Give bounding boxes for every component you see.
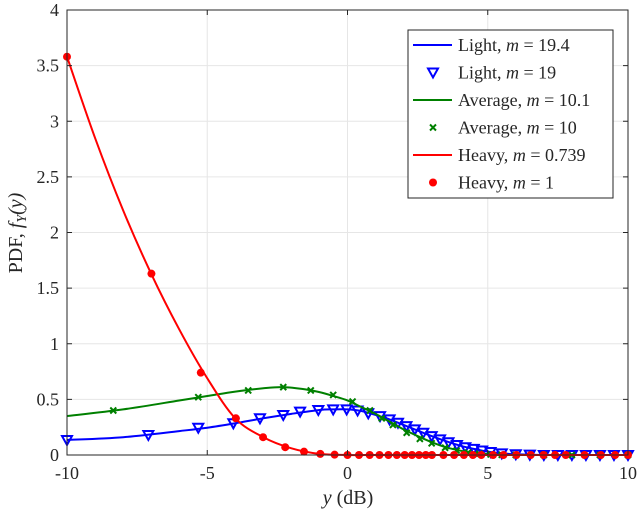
legend-entry-label: Light, [458, 35, 506, 55]
data-point-marker [329, 391, 337, 399]
data-point-marker [191, 422, 205, 435]
data-point-marker [427, 439, 436, 448]
data-point-marker [109, 406, 117, 415]
legend-entry-m-symbol: m [527, 118, 540, 138]
data-point-marker [416, 427, 430, 440]
y-tick-label: 3 [50, 111, 59, 131]
data-point-marker [281, 443, 290, 452]
data-point-marker [389, 421, 397, 429]
legend-entry: Average, m = 10.1 [458, 90, 590, 110]
data-point-marker [467, 443, 481, 456]
data-point-marker [307, 386, 315, 395]
y-tick-label: 1.5 [37, 278, 60, 298]
x-axis-label-var: y [321, 487, 332, 509]
data-point-marker [293, 406, 307, 419]
legend-entry: Heavy, m = 0.739 [458, 145, 585, 165]
data-point-marker [253, 413, 267, 426]
legend-entry-m-symbol: m [506, 35, 519, 55]
data-point-marker [378, 414, 386, 422]
legend-entry-m-symbol: m [506, 63, 519, 83]
legend-marker-swatch [426, 67, 440, 80]
y-tick-label: 4 [50, 0, 59, 20]
y-axis-label-arg: (y) [5, 192, 27, 215]
legend-entry-m-value: = 1 [526, 173, 554, 193]
legend-entry-m-symbol: m [513, 173, 526, 193]
data-point-marker [450, 439, 464, 453]
legend-entry-label: Heavy, [458, 145, 513, 165]
data-point-marker [194, 393, 202, 401]
y-tick-label: 0.5 [37, 389, 60, 409]
data-point-marker [441, 444, 449, 452]
x-tick-label: 0 [343, 463, 352, 483]
data-point-marker [141, 429, 156, 443]
x-tick-label: -10 [55, 463, 79, 483]
legend-entry-label: Average, [458, 118, 527, 138]
axes-box [66, 9, 629, 456]
y-axis-label-prefix: PDF, [5, 228, 27, 273]
y-tick-label: 2 [50, 223, 59, 243]
data-point-marker [348, 397, 357, 406]
data-point-marker [300, 447, 309, 456]
data-point-marker [416, 435, 424, 443]
x-axis-label-unit: (dB) [332, 487, 374, 509]
legend-entry-label: Average, [458, 90, 527, 110]
data-point-marker [458, 442, 473, 455]
x-tick-label: -5 [200, 463, 215, 483]
y-tick-label: 3.5 [37, 56, 60, 76]
data-point-marker [276, 409, 290, 423]
y-axis-label: PDF, fY(y) [5, 192, 30, 273]
data-point-marker [366, 406, 374, 415]
data-point-marker [196, 368, 205, 377]
data-point-marker [279, 383, 287, 391]
data-point-marker [311, 404, 326, 418]
legend-box [407, 29, 614, 199]
legend-entry-m-value: = 10.1 [540, 90, 591, 110]
legend-entry-m-value: = 19 [519, 63, 556, 83]
y-axis-label-func: f [5, 220, 27, 228]
data-point-marker [350, 405, 365, 418]
x-tick-label: 5 [483, 463, 492, 483]
data-point-marker [402, 429, 411, 437]
data-point-marker [244, 386, 252, 395]
legend-marker-swatch [429, 123, 437, 132]
legend-marker-swatch [429, 178, 437, 187]
axes: -10 -5 0 5 10 0 0.5 1 1.5 2 2.5 3 3.5 4 [37, 0, 638, 483]
y-tick-label: 2.5 [37, 167, 60, 187]
legend-entry: Heavy, m = 1 [458, 173, 554, 193]
data-point-marker [408, 424, 422, 437]
data-point-marker [433, 434, 447, 447]
y-tick-label: 1 [50, 334, 59, 354]
data-point-marker [339, 404, 354, 417]
legend-entry-m-symbol: m [513, 145, 526, 165]
data-point-marker [475, 445, 489, 458]
legend-entry-m-value: = 10 [540, 118, 577, 138]
legend-entry: Light, m = 19 [458, 63, 556, 83]
legend-entry-label: Heavy, [458, 173, 513, 193]
data-point-marker [399, 421, 414, 434]
data-point-marker [424, 431, 439, 444]
data-point-marker [147, 269, 156, 278]
x-axis-label: y (dB) [321, 487, 374, 509]
legend-entry-m-value: = 0.739 [526, 145, 586, 165]
y-tick-label: 0 [50, 445, 59, 465]
data-point-marker [441, 437, 456, 450]
legend-entry-m-symbol: m [527, 90, 540, 110]
data-point-marker [259, 433, 268, 442]
legend-entry-label: Light, [458, 63, 506, 83]
legend-entry: Average, m = 10 [458, 118, 577, 138]
data-point-marker [326, 404, 340, 417]
data-point-marker [316, 449, 325, 458]
x-tick-label: 10 [619, 463, 637, 483]
legend-entry: Light, m = 19.4 [458, 35, 570, 55]
legend-entry-m-value: = 19.4 [519, 35, 570, 55]
y-axis-label-sub: Y [15, 213, 30, 223]
data-point-marker [231, 414, 240, 423]
